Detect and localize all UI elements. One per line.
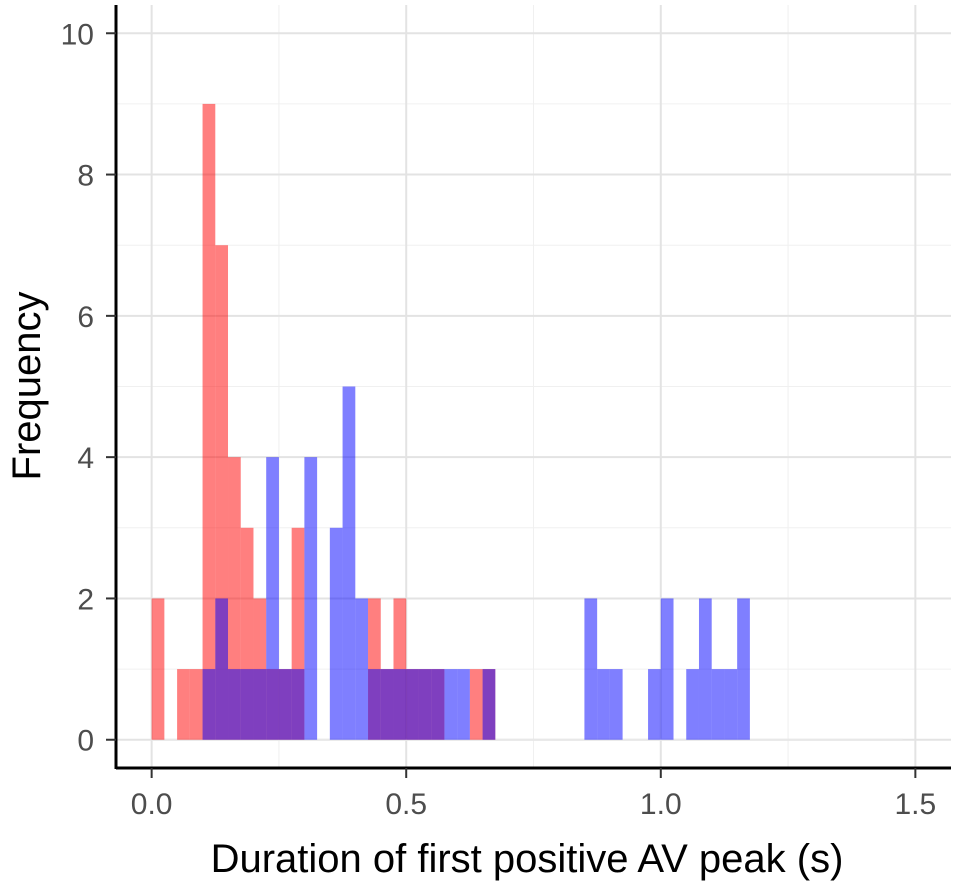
red-bar: [469, 669, 483, 740]
blue-bar: [737, 598, 750, 740]
x-tick-label: 0.0: [131, 788, 173, 821]
blue-bar: [711, 669, 725, 740]
y-tick-label: 2: [77, 583, 94, 616]
blue-bar: [355, 598, 369, 740]
blue-bar: [648, 669, 661, 740]
blue-bar: [686, 669, 699, 740]
blue-bar: [457, 669, 470, 740]
blue-bar: [291, 669, 305, 740]
blue-bar: [482, 669, 496, 740]
blue-bar: [418, 669, 432, 740]
blue-bar: [240, 669, 254, 740]
red-series-bars: [151, 103, 496, 740]
axes: [114, 5, 951, 770]
x-axis-title: Duration of first positive AV peak (s): [211, 837, 844, 881]
y-tick-label: 0: [77, 725, 94, 758]
blue-bar: [228, 669, 241, 740]
blue-bar: [444, 669, 458, 740]
y-axis-ticks: 0 2 4 6 8 10: [61, 18, 116, 758]
blue-bar: [584, 598, 598, 740]
blue-bar: [278, 669, 292, 740]
blue-bar: [698, 598, 712, 740]
blue-bar: [266, 457, 279, 740]
y-tick-label: 6: [77, 301, 94, 334]
blue-bar: [724, 669, 738, 740]
blue-bar: [215, 598, 229, 740]
blue-bar: [609, 669, 623, 740]
red-bar: [177, 669, 190, 740]
red-bar: [189, 669, 203, 740]
blue-bar: [304, 457, 318, 740]
blue-bar: [329, 527, 343, 740]
blue-bar: [253, 669, 267, 740]
blue-bar: [342, 386, 356, 740]
x-axis-ticks: 0.0 0.5 1.0 1.5: [131, 768, 936, 821]
y-axis-title: Frequency: [5, 292, 49, 481]
red-bar: [202, 103, 216, 740]
blue-bar: [406, 669, 419, 740]
x-tick-label: 0.5: [385, 788, 427, 821]
blue-bar: [368, 669, 381, 740]
y-tick-label: 10: [61, 18, 94, 51]
y-tick-label: 4: [77, 442, 94, 475]
red-bar: [151, 598, 165, 740]
blue-bar: [393, 669, 407, 740]
blue-bar: [380, 669, 394, 740]
x-tick-label: 1.5: [895, 788, 937, 821]
y-tick-label: 8: [77, 160, 94, 193]
blue-bar: [202, 669, 216, 740]
x-tick-label: 1.0: [640, 788, 682, 821]
blue-bar: [431, 669, 445, 740]
blue-bar: [660, 598, 674, 740]
blue-bar: [597, 669, 610, 740]
blue-series-bars: [202, 386, 750, 740]
